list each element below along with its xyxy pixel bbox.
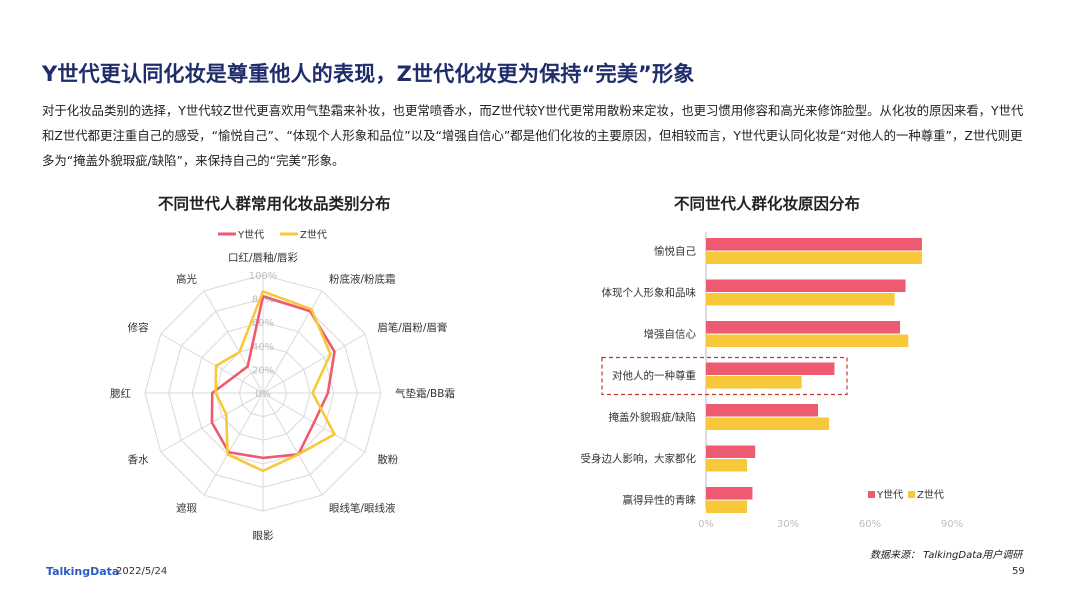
bar-category-label: 掩盖外貌瑕疵/缺陷 bbox=[608, 411, 696, 424]
bar-y bbox=[706, 238, 922, 251]
bar-z bbox=[706, 417, 829, 430]
bar-z bbox=[706, 334, 909, 347]
radar-category-label: 修容 bbox=[128, 321, 149, 334]
intro-paragraph: 对于化妆品类别的选择，Y世代较Z世代更喜欢用气垫霜来补妆，也更常喷香水，而Z世代… bbox=[42, 103, 1024, 168]
radar-category-label: 粉底液/粉底霜 bbox=[329, 273, 396, 286]
bar-y bbox=[706, 487, 753, 500]
radar-category-label: 高光 bbox=[176, 273, 197, 286]
bar-category-label: 愉悦自己 bbox=[654, 245, 696, 258]
radar-category-label: 眼影 bbox=[253, 529, 274, 542]
data-source: 数据来源： TalkingData用户调研 bbox=[870, 550, 1023, 561]
bar-tick-label: 60% bbox=[859, 519, 881, 530]
bar-y bbox=[706, 279, 906, 292]
radar-category-label: 遮瑕 bbox=[176, 501, 197, 514]
footer-date: 2022/5/24 bbox=[116, 566, 168, 577]
radar-chart-title: 不同世代人群常用化妆品类别分布 bbox=[158, 195, 391, 213]
bar-z bbox=[706, 293, 895, 306]
radar-series-y bbox=[210, 294, 336, 460]
radar-tick-label: 100% bbox=[249, 271, 278, 282]
radar-spoke bbox=[262, 333, 366, 394]
page-title: Y世代更认同化妆是尊重他人的表现，Z世代化妆更为保持“完美”形象 bbox=[42, 62, 695, 86]
bar-tick-label: 90% bbox=[941, 519, 963, 530]
radar-spoke bbox=[160, 333, 264, 394]
bar-category-label: 体现个人形象和品味 bbox=[602, 287, 697, 299]
bar-z bbox=[706, 251, 922, 264]
bar-category-label: 赢得异性的青睐 bbox=[623, 494, 697, 507]
bar-z bbox=[706, 376, 802, 389]
radar-series-z bbox=[214, 290, 336, 473]
bar-y bbox=[706, 321, 901, 334]
radar-tick-label: 40% bbox=[252, 342, 274, 353]
legend-label: Y世代 bbox=[876, 489, 903, 501]
highlight-box bbox=[601, 356, 848, 396]
radar-legend: Y世代 Z世代 bbox=[218, 229, 327, 241]
radar-category-label: 眉笔/眉粉/眉膏 bbox=[377, 321, 447, 334]
bar-category-label: 增强自信心 bbox=[644, 328, 697, 341]
radar-tick-label: 60% bbox=[252, 318, 274, 329]
radar-category-label: 气垫霜/BB霜 bbox=[395, 387, 455, 400]
radar-spoke bbox=[203, 392, 264, 496]
legend-label: Z世代 bbox=[300, 229, 327, 241]
radar-category-label: 香水 bbox=[128, 454, 149, 466]
legend-label: Y世代 bbox=[237, 229, 264, 241]
bar-tick-label: 30% bbox=[777, 519, 799, 530]
page-number: 59 bbox=[1012, 566, 1025, 577]
radar-spoke bbox=[262, 290, 323, 394]
bar-z bbox=[706, 459, 747, 472]
radar-tick-label: 20% bbox=[252, 365, 274, 376]
bar-chart-title: 不同世代人群化妆原因分布 bbox=[674, 195, 861, 213]
radar-category-label: 散粉 bbox=[377, 453, 398, 466]
bar-category-label: 对他人的一种尊重 bbox=[612, 369, 696, 382]
legend-swatch bbox=[868, 491, 875, 498]
talkingdata-logo: TalkingData bbox=[46, 565, 120, 578]
radar-spoke bbox=[203, 290, 264, 394]
radar-category-label: 腮红 bbox=[110, 387, 131, 400]
radar-category-label: 眼线笔/眼线液 bbox=[329, 501, 396, 514]
bar-category-label: 受身边人影响，大家都化 bbox=[581, 452, 697, 465]
legend-swatch bbox=[908, 491, 915, 498]
bar-legend: Y世代 Z世代 bbox=[868, 489, 944, 501]
bar-y bbox=[706, 404, 819, 417]
bar-tick-label: 0% bbox=[698, 519, 714, 530]
bar-z bbox=[706, 500, 747, 513]
bar-y bbox=[706, 362, 835, 375]
radar-tick-label: 0% bbox=[255, 389, 271, 400]
radar-spoke bbox=[262, 392, 323, 496]
legend-label: Z世代 bbox=[917, 489, 944, 501]
radar-category-label: 口红/唇釉/唇彩 bbox=[228, 251, 299, 264]
bar-y bbox=[706, 445, 756, 458]
